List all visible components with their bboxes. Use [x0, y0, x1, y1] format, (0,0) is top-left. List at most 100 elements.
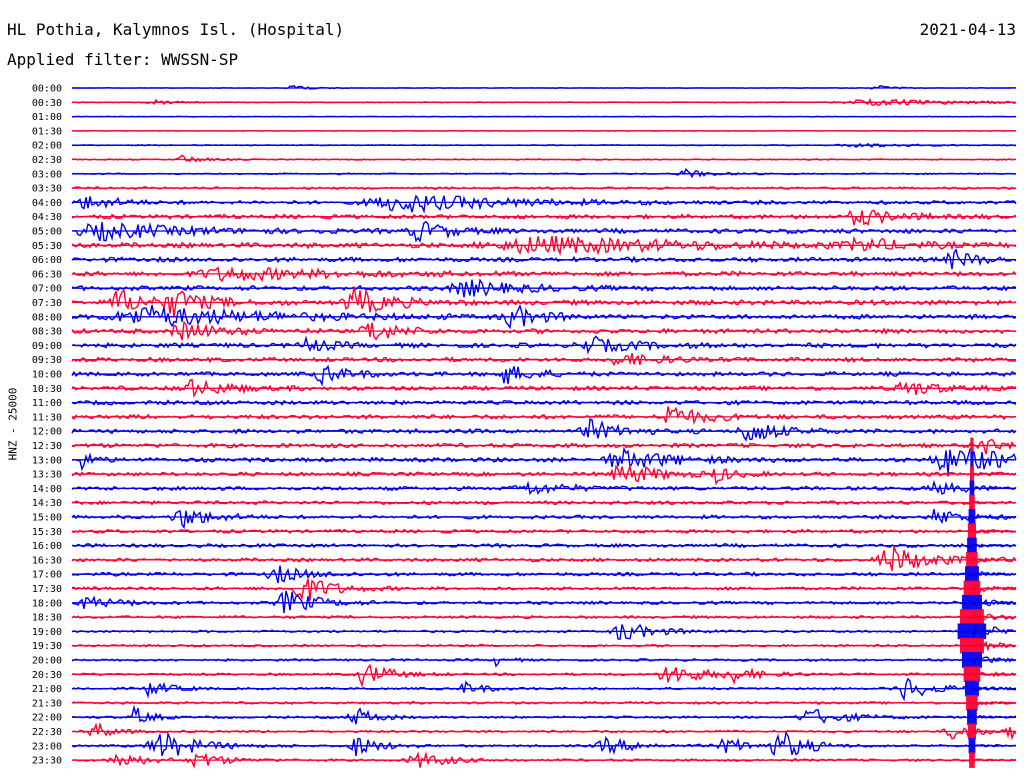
trace-row-1200: [71, 418, 1017, 442]
row-label-1200: 12:00: [32, 427, 62, 438]
major-earthquake-trace: [957, 437, 1017, 768]
trace-row-1630: [71, 546, 1017, 571]
quake-coda-42: [971, 685, 1016, 693]
row-label-2000: 20:00: [32, 656, 62, 667]
quake-segment-30: [968, 509, 976, 525]
quake-segment-28: [969, 480, 975, 497]
row-label-0100: 01:00: [32, 112, 62, 123]
row-label-0230: 02:30: [32, 155, 62, 166]
quake-segment-37: [960, 609, 984, 625]
row-label-0330: 03:30: [32, 184, 62, 195]
row-label-1630: 16:30: [32, 555, 62, 566]
quake-segment-31: [967, 523, 976, 540]
quake-coda-26: [971, 458, 1016, 461]
quake-segment-41: [963, 666, 981, 683]
row-label-0400: 04:00: [32, 198, 62, 209]
row-label-0430: 04:30: [32, 212, 62, 223]
trace-row-2200: [71, 704, 1017, 725]
row-label-2230: 22:30: [32, 727, 62, 738]
filter-label: Applied filter: WWSSN-SP: [7, 50, 239, 69]
row-label-0700: 07:00: [32, 284, 62, 295]
row-label-0130: 01:30: [32, 126, 62, 137]
quake-coda-44: [971, 714, 1016, 719]
row-label-2030: 20:30: [32, 670, 62, 681]
record-date: 2021-04-13: [919, 20, 1016, 39]
row-label-2200: 22:00: [32, 713, 62, 724]
quake-coda-35: [971, 584, 1017, 594]
quake-coda-45: [971, 729, 1016, 734]
quake-coda-29: [971, 501, 1016, 504]
quake-segment-42: [965, 680, 979, 697]
trace-row-1730: [71, 578, 1017, 601]
row-label-1030: 10:30: [32, 384, 62, 395]
quake-coda-37: [971, 611, 1017, 623]
row-label-1430: 14:30: [32, 498, 62, 509]
row-label-0030: 00:30: [32, 98, 62, 109]
row-label-0500: 05:00: [32, 227, 62, 238]
quake-coda-27: [971, 472, 1016, 476]
row-label-1530: 15:30: [32, 527, 62, 538]
row-label-0600: 06:00: [32, 255, 62, 266]
quake-coda-31: [971, 528, 1016, 534]
trace-row-1530: [71, 528, 1017, 535]
station-title: HL Pothia, Kalymnos Isl. (Hospital): [7, 20, 345, 39]
row-label-0930: 09:30: [32, 355, 62, 366]
row-label-2300: 23:00: [32, 741, 62, 752]
quake-segment-36: [962, 594, 982, 611]
trace-row-0300: [71, 167, 1017, 179]
trace-row-1800: [71, 590, 1017, 614]
trace-row-0900: [71, 335, 1017, 355]
trace-row-1130: [71, 406, 1017, 426]
quake-coda-34: [971, 569, 1017, 579]
row-label-1830: 18:30: [32, 613, 62, 624]
trace-row-1330: [71, 464, 1017, 486]
trace-row-1230: [71, 438, 1017, 455]
row-label-1400: 14:00: [32, 484, 62, 495]
row-label-1330: 13:30: [32, 470, 62, 481]
trace-row-2300: [71, 731, 1017, 757]
trace-row-0600: [71, 248, 1017, 270]
row-label-0830: 08:30: [32, 327, 62, 338]
row-label-2100: 21:00: [32, 684, 62, 695]
trace-row-0930: [71, 352, 1017, 367]
row-label-2330: 23:30: [32, 756, 62, 767]
row-label-1230: 12:30: [32, 441, 62, 452]
quake-coda-40: [971, 655, 1017, 667]
row-label-1700: 17:00: [32, 570, 62, 581]
trace-row-1000: [71, 364, 1017, 387]
row-label-1500: 15:00: [32, 513, 62, 524]
row-label-1730: 17:30: [32, 584, 62, 595]
row-label-1930: 19:30: [32, 641, 62, 652]
row-label-0530: 05:30: [32, 241, 62, 252]
trace-row-1400: [71, 479, 1017, 496]
row-label-1000: 10:00: [32, 370, 62, 381]
quake-coda-38: [971, 622, 1016, 639]
row-label-0800: 08:00: [32, 312, 62, 323]
quake-coda-39: [971, 640, 1017, 652]
row-label-0730: 07:30: [32, 298, 62, 309]
quake-coda-33: [971, 556, 1016, 563]
quake-coda-32: [971, 543, 1016, 549]
row-label-0300: 03:00: [32, 169, 62, 180]
quake-segment-32: [967, 537, 977, 554]
quake-coda-41: [971, 670, 1017, 678]
row-label-0900: 09:00: [32, 341, 62, 352]
trace-row-1500: [71, 509, 1017, 530]
quake-segment-33: [966, 552, 978, 568]
row-label-1900: 19:00: [32, 627, 62, 638]
quake-coda-30: [971, 515, 1017, 520]
quake-coda-25: [971, 443, 1016, 447]
quake-coda-47: [971, 758, 1016, 762]
quake-coda-46: [971, 744, 1016, 748]
row-label-1130: 11:30: [32, 412, 62, 423]
row-label-0000: 00:00: [32, 84, 62, 95]
trace-row-0430: [71, 209, 1017, 227]
row-label-1300: 13:00: [32, 455, 62, 466]
quake-coda-36: [971, 597, 1016, 607]
quake-segment-46: [968, 737, 976, 754]
row-label-2130: 21:30: [32, 698, 62, 709]
row-label-1800: 18:00: [32, 598, 62, 609]
row-label-1600: 16:00: [32, 541, 62, 552]
quake-coda-43: [971, 700, 1016, 706]
